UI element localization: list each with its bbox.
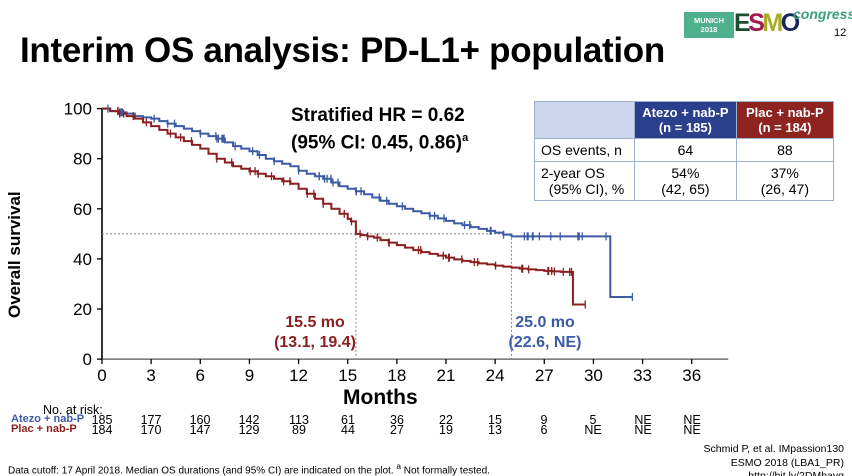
svg-text:24: 24 — [486, 366, 505, 385]
svg-text:18: 18 — [387, 366, 406, 385]
svg-text:6: 6 — [196, 366, 205, 385]
svg-text:3: 3 — [146, 366, 155, 385]
svg-text:40: 40 — [73, 250, 92, 269]
svg-text:0: 0 — [83, 350, 92, 369]
svg-text:27: 27 — [535, 366, 554, 385]
svg-text:100: 100 — [64, 100, 92, 119]
svg-text:15: 15 — [338, 366, 357, 385]
svg-text:60: 60 — [73, 200, 92, 219]
svg-text:0: 0 — [97, 366, 106, 385]
svg-text:36: 36 — [682, 366, 701, 385]
svg-text:9: 9 — [245, 366, 254, 385]
svg-text:80: 80 — [73, 150, 92, 169]
svg-text:30: 30 — [584, 366, 603, 385]
svg-text:21: 21 — [437, 366, 456, 385]
svg-text:33: 33 — [633, 366, 652, 385]
svg-text:20: 20 — [73, 300, 92, 319]
svg-text:12: 12 — [289, 366, 308, 385]
